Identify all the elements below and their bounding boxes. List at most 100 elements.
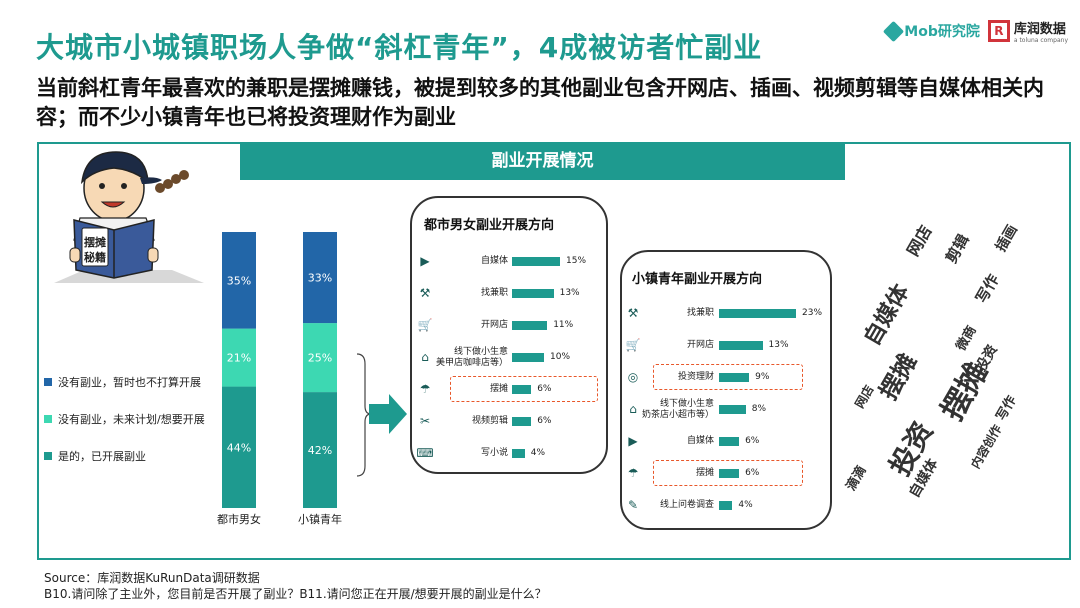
category-label: 小镇青年 (298, 512, 342, 526)
segment-value-label: 44% (227, 441, 251, 454)
source-line-2: B10.请问除了主业外，您目前是否开展了副业？B11.请问您正在开展/想要开展的… (44, 587, 547, 601)
highlight-box (653, 460, 803, 486)
word-cloud-word: 微商 (953, 323, 980, 354)
legend-item-no-plan: 没有副业，暂时也不打算开展 (44, 374, 201, 390)
direction-bar (719, 405, 746, 414)
cart-icon: 🛒 (625, 338, 641, 352)
kurun-logo-sub: a toluna company (1013, 37, 1068, 44)
direction-bar (719, 373, 750, 382)
direction-value-label: 6% (745, 436, 760, 446)
legend-swatch-dark-blue (44, 378, 52, 386)
direction-bar (512, 321, 548, 330)
girl-reading-illustration: 摆摊 秘籍 (54, 151, 204, 283)
book-text-line2: 秘籍 (84, 250, 106, 264)
direction-bar (719, 437, 740, 446)
shop-icon: ⌂ (629, 402, 637, 416)
laptop-icon: ⌨ (416, 446, 434, 460)
bracket-arrow (356, 353, 407, 477)
highlight-box (653, 364, 803, 390)
direction-bar (719, 469, 740, 478)
word-cloud-word: 写作 (993, 393, 1020, 424)
word-cloud-word: 写作 (972, 271, 1003, 307)
direction-label: 线下做小生意 奶茶店小超市等） (641, 399, 714, 420)
book-text-line1: 摆摊 (84, 235, 106, 249)
direction-value-label: 13% (559, 288, 580, 298)
direction-bar (719, 341, 763, 350)
page-subtitle: 当前斜杠青年最喜欢的兼职是摆摊赚钱，被提到较多的其他副业包含开网店、插画、视频剪… (36, 76, 1044, 129)
word-cloud-word: 摆摊 (874, 348, 923, 405)
word-cloud: 摆摊 投资 自媒体 网店 写作 剪辑 插画 滴滴 微商 内容创作 摆摊 自媒体 写作 投资 网店 (842, 218, 1042, 508)
direction-bar (512, 449, 525, 458)
kurun-logo: R 库润数据 a toluna company (987, 18, 1068, 44)
media-icon: ▶ (420, 254, 430, 268)
stacked-bar-segment (303, 392, 337, 508)
word-cloud-word: 滴滴 (843, 463, 870, 494)
stacked-bar-segment (222, 328, 256, 387)
worker-icon: ⚒ (627, 306, 639, 320)
direction-label: 写小说 (480, 448, 508, 458)
legend-item-plan: 没有副业，未来计划/想要开展 (44, 411, 205, 427)
direction-label: 摆摊 (695, 468, 714, 478)
direction-value-label: 6% (537, 416, 552, 426)
word-cloud-word: 自媒体 (859, 280, 915, 351)
mob-logo-text: Mob研究院 (904, 24, 980, 40)
direction-value-label: 9% (755, 372, 770, 382)
direction-value-label: 10% (550, 352, 571, 362)
legend-label-yes: 是的，已开展副业 (58, 450, 146, 463)
word-cloud-word: 内容创作 (968, 422, 1005, 472)
stall-icon: ☂ (627, 466, 639, 480)
segment-value-label: 35% (227, 274, 251, 287)
direction-value-label: 13% (768, 340, 789, 350)
stacked-bar-segment (303, 323, 337, 393)
stacked-bar-segment (222, 232, 256, 329)
direction-bar (512, 353, 544, 362)
direction-value-label: 8% (751, 404, 767, 414)
direction-label: 视频剪辑 (471, 416, 508, 426)
direction-label: 自媒体 (686, 436, 714, 446)
stall-icon: ☂ (419, 382, 431, 396)
direction-bar (512, 385, 532, 394)
direction-value-label: 11% (553, 320, 574, 330)
segment-value-label: 42% (308, 444, 332, 457)
segment-value-label: 25% (308, 352, 332, 365)
word-cloud-word: 网店 (903, 222, 936, 260)
section-banner: 副业开展情况 (240, 142, 845, 180)
highlight-box (450, 376, 598, 402)
direction-bar (719, 501, 733, 510)
shop-icon: ⌂ (421, 350, 429, 364)
direction-value-label: 4% (738, 500, 753, 510)
scissors-icon: ✂ (419, 414, 431, 428)
kurun-mark-icon: R (987, 20, 1010, 42)
legend-item-yes: 是的，已开展副业 (44, 448, 146, 464)
direction-label: 找兼职 (480, 288, 508, 298)
word-cloud-word: 插画 (992, 222, 1021, 255)
direction-bar (512, 417, 532, 426)
media-icon: ▶ (628, 434, 638, 448)
source-note: Source：库润数据KuRunData调研数据 B10.请问除了主业外，您目前… (44, 570, 547, 602)
direction-bar (512, 257, 560, 266)
segment-value-label: 33% (308, 272, 332, 285)
coins-icon: ◎ (627, 370, 639, 384)
word-cloud-word: 剪辑 (942, 231, 973, 267)
town-direction-panel (620, 250, 832, 530)
survey-icon: ✎ (627, 498, 639, 512)
mob-logo: Mob研究院 (883, 20, 980, 42)
logos: Mob研究院 R 库润数据 a toluna company (883, 18, 1068, 44)
legend-label-no-plan: 没有副业，暂时也不打算开展 (58, 376, 201, 389)
page-title: 大城市小城镇职场人争做“斜杠青年”，4成被访者忙副业 (36, 31, 763, 64)
direction-label: 投资理财 (677, 372, 714, 382)
direction-value-label: 23% (802, 308, 823, 318)
direction-label: 摆摊 (489, 384, 508, 394)
direction-label: 开网店 (480, 320, 508, 330)
legend-swatch-teal (44, 452, 52, 460)
direction-bar (719, 309, 796, 318)
category-label: 都市男女 (217, 512, 261, 526)
source-line-1: Source：库润数据KuRunData调研数据 (44, 571, 260, 585)
urban-panel-title: 都市男女副业开展方向 (424, 218, 555, 233)
direction-label: 找兼职 (686, 308, 714, 318)
urban-direction-panel (410, 196, 608, 474)
worker-icon: ⚒ (419, 286, 431, 300)
direction-value-label: 4% (530, 448, 546, 458)
direction-label: 线下做小生意 美甲店咖啡店等） (435, 347, 508, 368)
